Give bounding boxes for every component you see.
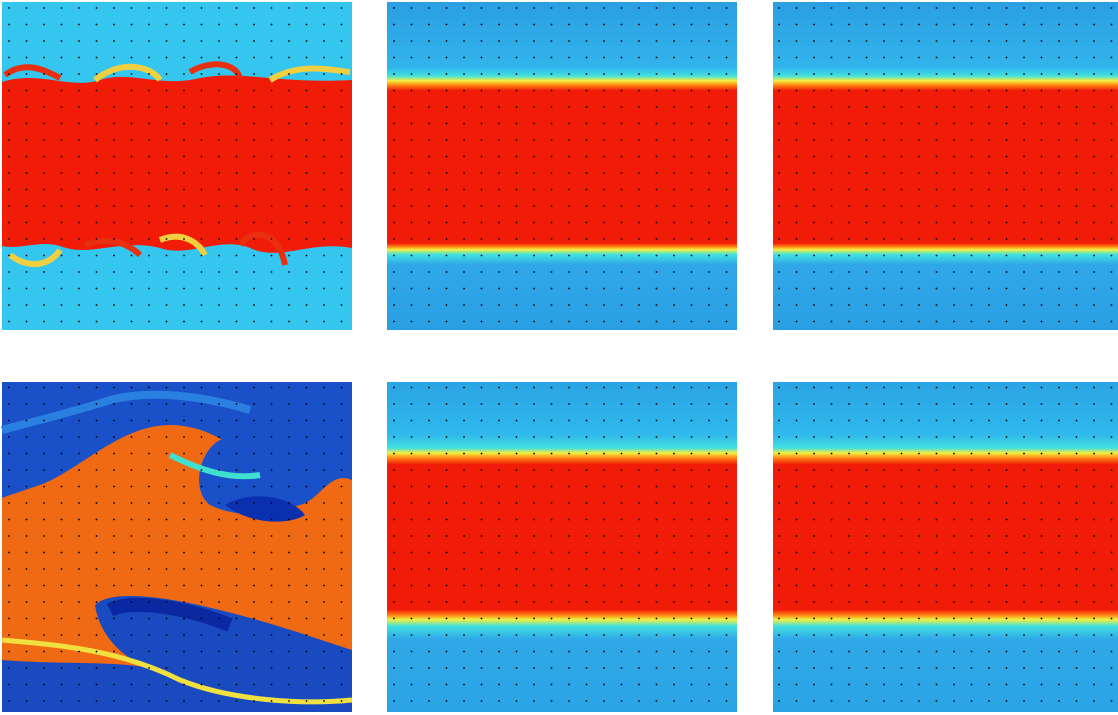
panel-bottom-right	[773, 382, 1118, 712]
panel-top-middle	[387, 2, 737, 330]
panel-bottom-middle	[387, 382, 737, 712]
panel-bottom-left	[0, 382, 353, 712]
panel-top-right	[773, 2, 1118, 330]
panel-top-left	[2, 2, 352, 330]
